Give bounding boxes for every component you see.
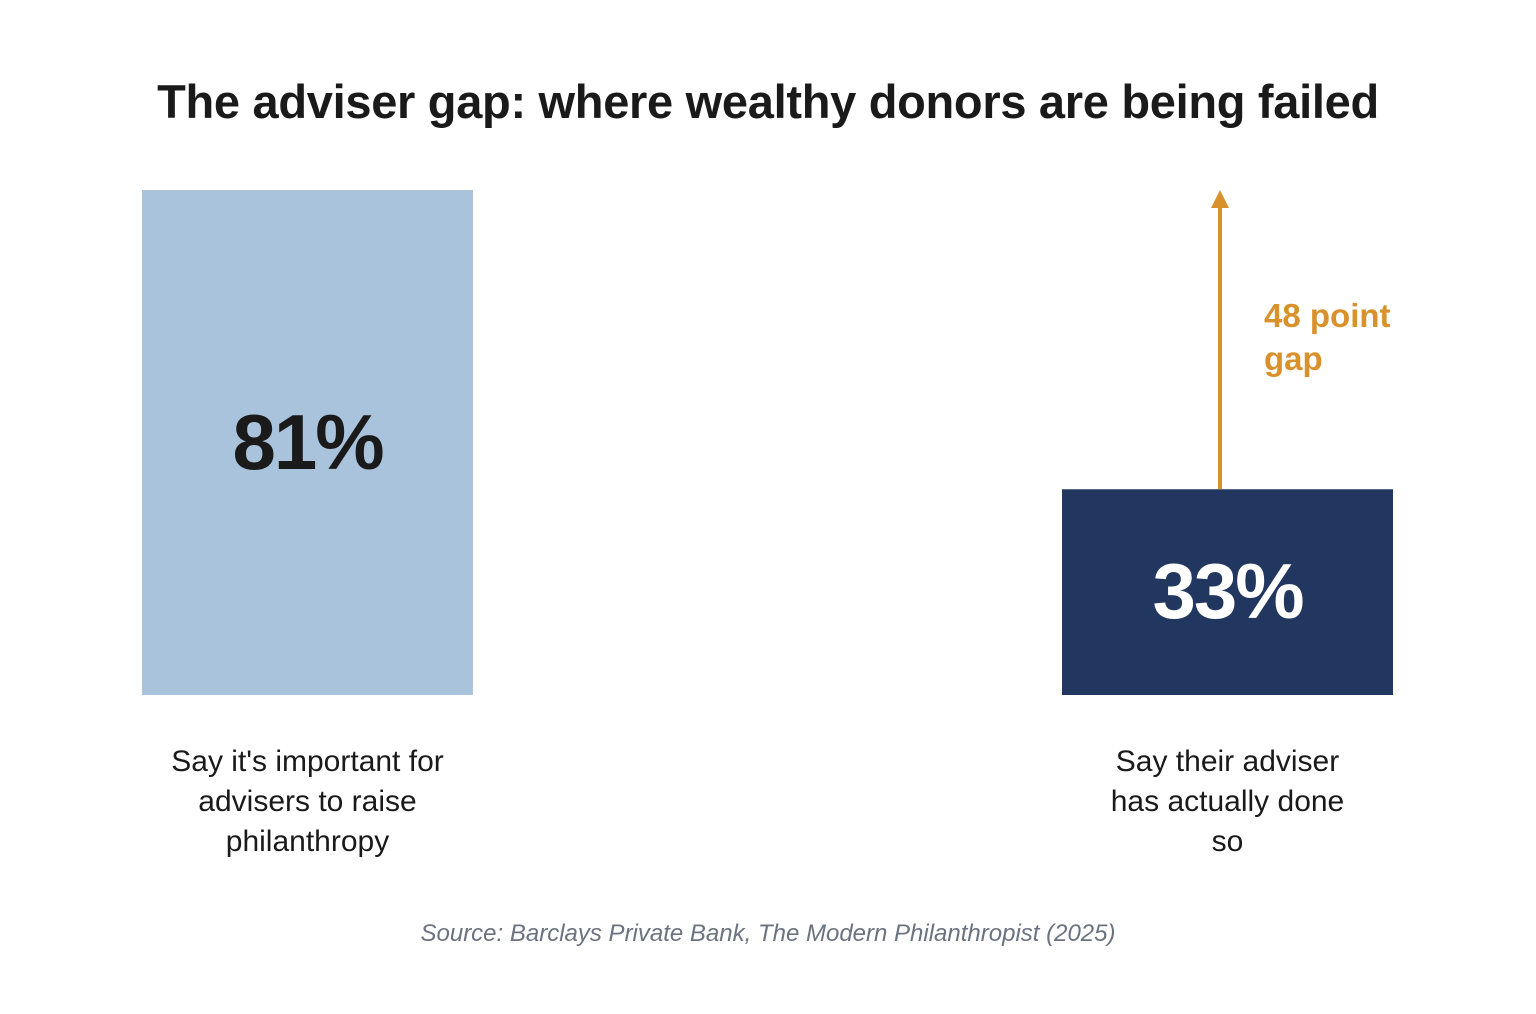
category-label: Say it's important for advisers to raise… bbox=[171, 745, 444, 858]
value-label: 81% bbox=[232, 397, 384, 486]
gap-annotation: 48 point gap bbox=[1264, 297, 1391, 377]
category-label: Say their adviser has actually done so bbox=[1110, 745, 1345, 858]
source-note: Source: Barclays Private Bank, The Moder… bbox=[420, 920, 1116, 947]
bar bbox=[142, 190, 473, 695]
bar bbox=[1062, 489, 1393, 695]
chart-title: The adviser gap: where wealthy donors ar… bbox=[157, 75, 1379, 128]
value-label: 33% bbox=[1152, 547, 1304, 636]
gap-arrow-head bbox=[1211, 190, 1229, 208]
